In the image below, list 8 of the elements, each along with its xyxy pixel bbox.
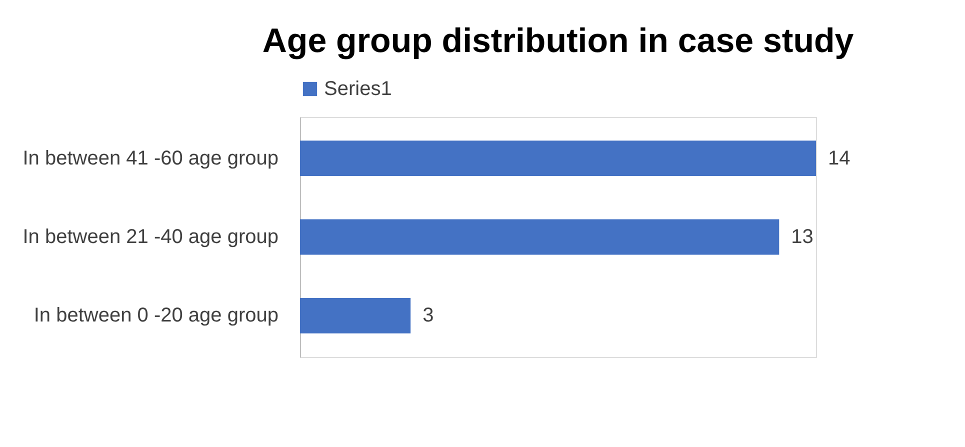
y-tick-label: In between 41 -60 age group [22,147,278,170]
data-label: 3 [422,304,434,327]
data-label: 13 [791,226,814,248]
y-tick-label: In between 0 -20 age group [34,304,278,327]
data-label: 14 [828,147,850,170]
chart-title: Age group distribution in case study [262,22,854,60]
y-tick-label: In between 21 -40 age group [22,226,278,248]
legend-label: Series1 [324,78,392,100]
